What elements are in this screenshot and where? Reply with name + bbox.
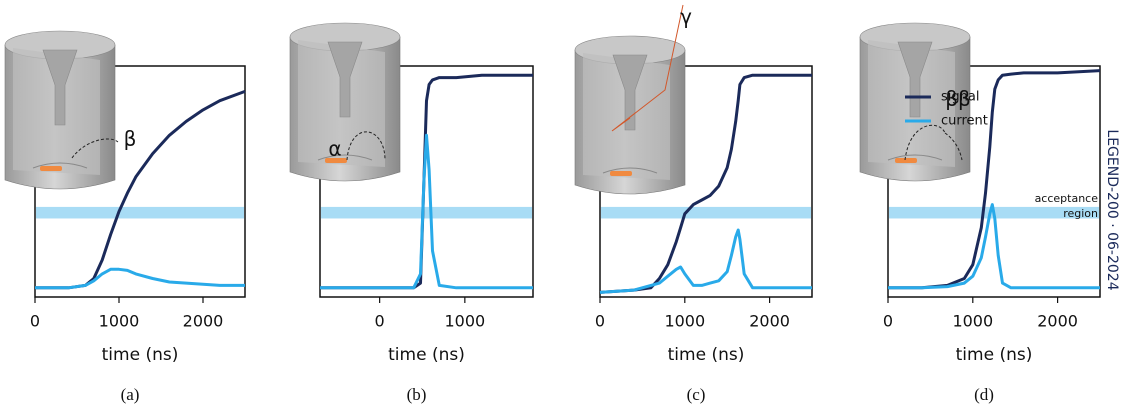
detector-illustration xyxy=(574,35,686,195)
detector-borehole xyxy=(42,49,78,126)
detector-contact xyxy=(895,158,917,163)
particle-track xyxy=(346,131,386,161)
acceptance-band xyxy=(321,206,532,219)
detector-borehole xyxy=(327,41,363,118)
detector-groove xyxy=(887,154,943,161)
x-axis-label: time (ns) xyxy=(388,345,465,365)
band-label: region xyxy=(1063,207,1098,220)
x-tick-label: 1000 xyxy=(952,312,993,331)
caption: (a) xyxy=(121,385,140,404)
acceptance-band xyxy=(36,206,244,219)
watermark: LEGEND-200 · 06-2024 xyxy=(1104,129,1120,290)
x-axis-label: time (ns) xyxy=(956,345,1033,365)
detector-illustration xyxy=(289,22,401,182)
caption: (c) xyxy=(687,385,706,404)
caption: (d) xyxy=(974,385,994,404)
detector-borehole xyxy=(897,41,933,118)
series-line xyxy=(599,228,812,294)
x-tick-label: 2000 xyxy=(183,312,224,331)
x-axis-label: time (ns) xyxy=(102,345,179,365)
series-line xyxy=(888,69,1101,290)
particle-track xyxy=(71,138,119,159)
band-label: acceptance xyxy=(1035,192,1099,205)
x-tick-label: 0 xyxy=(883,312,893,331)
x-tick-label: 0 xyxy=(595,312,605,331)
particle-label: γ xyxy=(680,5,692,29)
x-axis-label: time (ns) xyxy=(668,345,745,365)
series-line xyxy=(888,203,1100,290)
caption: (b) xyxy=(407,385,427,404)
axes-box xyxy=(319,65,534,298)
particle-label: α xyxy=(328,137,341,161)
particle-label: ββ xyxy=(945,87,971,111)
legend-label: signal xyxy=(941,90,979,105)
x-tick-label: 1000 xyxy=(99,312,140,331)
series-line xyxy=(599,73,812,294)
particle-label: β xyxy=(124,127,137,151)
detector-groove xyxy=(317,154,373,161)
acceptance-band xyxy=(601,206,811,219)
x-tick-label: 2000 xyxy=(749,312,790,331)
series-line xyxy=(35,267,245,290)
detector-groove xyxy=(602,167,658,174)
detector-illustration xyxy=(4,30,116,190)
axes-box xyxy=(887,65,1101,298)
particle-track xyxy=(611,4,684,132)
particle-track xyxy=(904,124,963,161)
detector-illustration xyxy=(859,22,971,182)
detector-groove xyxy=(32,162,88,169)
x-tick-label: 0 xyxy=(375,312,385,331)
x-tick-label: 2000 xyxy=(1037,312,1078,331)
x-tick-label: 0 xyxy=(30,312,40,331)
x-tick-label: 1000 xyxy=(444,312,485,331)
series-line xyxy=(320,133,533,290)
x-tick-label: 1000 xyxy=(664,312,705,331)
detector-contact xyxy=(610,171,632,176)
detector-borehole xyxy=(612,54,648,131)
detector-contact xyxy=(40,166,62,171)
detector-contact xyxy=(325,158,347,163)
legend-label: current xyxy=(941,114,988,129)
